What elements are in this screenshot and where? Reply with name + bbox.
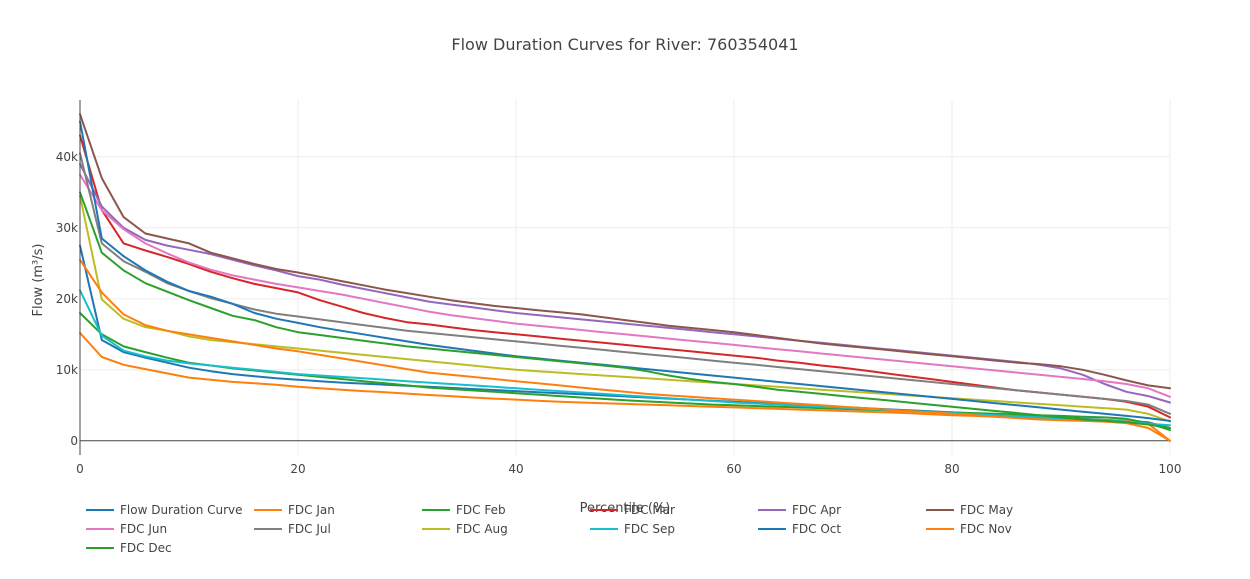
legend-label: Flow Duration Curve — [120, 503, 243, 517]
legend-item[interactable]: Flow Duration Curve — [86, 503, 243, 517]
x-tick-label: 80 — [944, 462, 959, 476]
legend-item[interactable]: FDC Jan — [254, 503, 335, 517]
legend-label: FDC Apr — [792, 503, 841, 517]
x-axis-title: Percentile (%) — [580, 501, 671, 516]
legend-item[interactable]: FDC Sep — [590, 522, 675, 536]
legend-item[interactable]: FDC Oct — [758, 522, 841, 536]
chart-title: Flow Duration Curves for River: 76035404… — [451, 35, 798, 54]
series-line-12 — [79, 191, 1171, 429]
legend-label: FDC Dec — [120, 541, 172, 555]
x-tick-label: 0 — [76, 462, 84, 476]
legend-label: FDC Aug — [456, 522, 508, 536]
series-lines — [79, 113, 1171, 442]
series-line-9 — [79, 289, 1171, 427]
series-line-8 — [79, 194, 1171, 423]
x-tick-label: 100 — [1159, 462, 1182, 476]
series-line-5 — [79, 113, 1171, 390]
legend-label: FDC Jun — [120, 522, 167, 536]
legend-item[interactable]: FDC Jul — [254, 522, 331, 536]
series-line-1 — [79, 331, 1171, 442]
series-line-11 — [79, 258, 1171, 442]
y-tick-label: 30k — [56, 221, 78, 235]
legend-item[interactable]: FDC Nov — [926, 522, 1012, 536]
x-tick-label: 40 — [508, 462, 523, 476]
series-line-6 — [79, 173, 1171, 398]
x-tick-label: 20 — [290, 462, 305, 476]
y-tick-label: 0 — [70, 434, 78, 448]
y-tick-label: 20k — [56, 292, 78, 306]
legend-item[interactable]: FDC Apr — [758, 503, 841, 517]
y-tick-label: 10k — [56, 363, 78, 377]
legend-item[interactable]: FDC Jun — [86, 522, 167, 536]
legend-item[interactable]: FDC Feb — [422, 503, 506, 517]
tick-labels: 0 20 40 60 80 100 0 10k 20k 30k 40k — [56, 150, 1182, 476]
legend-label: FDC Jan — [288, 503, 335, 517]
legend-label: FDC May — [960, 503, 1013, 517]
legend-item[interactable]: FDC Dec — [86, 541, 172, 555]
y-axis-title: Flow (m³/s) — [31, 244, 46, 317]
legend-label: FDC Jul — [288, 522, 331, 536]
x-tick-label: 60 — [726, 462, 741, 476]
legend-item[interactable]: FDC Mar — [590, 503, 675, 517]
legend-label: FDC Sep — [624, 522, 675, 536]
legend-label: FDC Nov — [960, 522, 1012, 536]
legend-label: FDC Oct — [792, 522, 841, 536]
legend-label: FDC Feb — [456, 503, 506, 517]
legend: Flow Duration Curve FDC Jan FDC Feb FDC Mar… — [86, 503, 1013, 555]
series-line-7 — [79, 152, 1171, 415]
legend-item[interactable]: FDC Aug — [422, 522, 508, 536]
legend-label: FDC Mar — [624, 503, 675, 517]
legend-item[interactable]: FDC May — [926, 503, 1013, 517]
y-tick-label: 40k — [56, 150, 78, 164]
